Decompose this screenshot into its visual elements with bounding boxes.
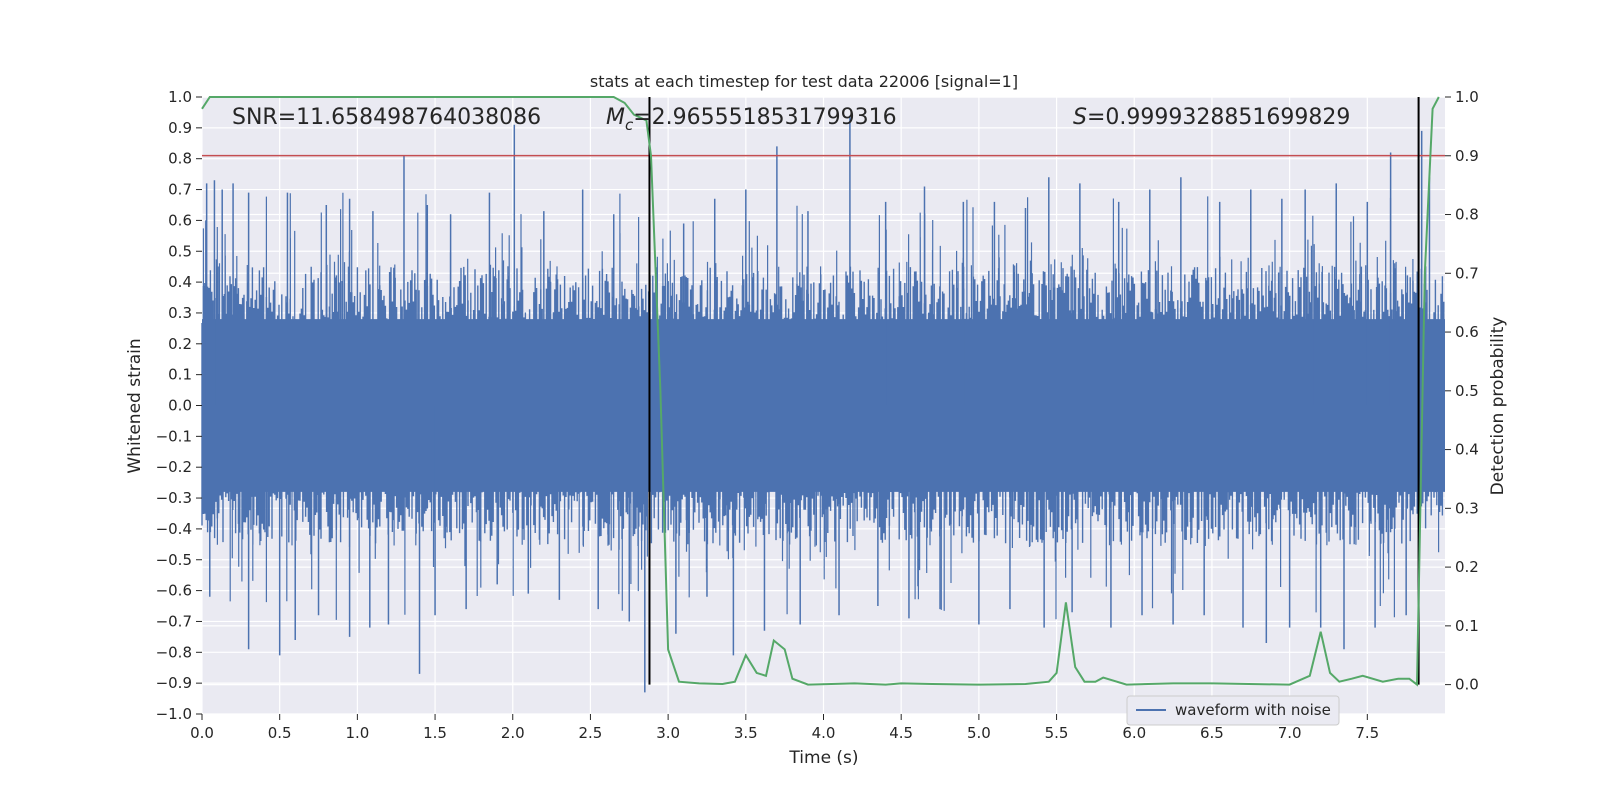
x-tick-label: 3.0 [656,724,680,742]
x-tick-label: 5.5 [1045,724,1069,742]
left-tick-label: 0.3 [168,304,192,322]
s-symbol: S [1073,105,1087,130]
x-tick-label: 5.0 [967,724,991,742]
right-y-axis: 0.0 0.1 0.2 0.3 0.4 0.5 0.6 0.7 0.8 0.9 1.0 [1445,88,1479,694]
left-tick-label: −1.0 [156,705,192,723]
x-tick-label: 7.0 [1278,724,1302,742]
right-tick-label: 0.4 [1455,441,1479,459]
mc-annotation: Mc=2.9655518531799316 [606,105,897,134]
right-tick-label: 0.0 [1455,676,1479,694]
chart-title: stats at each timestep for test data 220… [590,72,1018,91]
left-tick-label: 0.9 [168,119,192,137]
left-tick-label: 0.1 [168,366,192,384]
legend-entry: waveform with noise [1175,701,1331,719]
left-y-axis-title: Whitened strain [125,338,145,473]
x-tick-label: 2.0 [501,724,525,742]
right-tick-label: 0.9 [1455,147,1479,165]
right-tick-label: 0.6 [1455,323,1479,341]
left-tick-label: −0.9 [156,674,192,692]
left-y-axis: −1.0 −0.9 −0.8 −0.7 −0.6 −0.5 −0.4 −0.3 −0.2 −0.1… [156,88,202,723]
probability-line [201,96,1440,687]
right-tick-label: 0.8 [1455,206,1479,224]
x-tick-label: 0.5 [268,724,292,742]
x-tick-label: 6.0 [1122,724,1146,742]
left-tick-label: 0.7 [168,181,192,199]
x-axis: 0.0 0.5 1.0 1.5 2.0 2.5 3.0 3.5 4.0 4.5 5.0 5.5 6.0 6… [190,714,1379,742]
x-tick-label: 2.5 [579,724,603,742]
waveform-series [201,115,1445,693]
waveform-spikes [202,192,1440,620]
right-tick-label: 0.1 [1455,617,1479,635]
x-tick-label: 7.5 [1355,724,1379,742]
left-tick-label: −0.7 [156,612,192,630]
right-tick-label: 0.7 [1455,264,1479,282]
left-tick-label: 0.5 [168,242,192,260]
right-tick-label: 0.3 [1455,499,1479,517]
x-tick-label: 6.5 [1200,724,1224,742]
s-annotation: S=0.9999328851699829 [1073,105,1350,130]
detection-probability-series [201,96,1440,687]
right-tick-label: 1.0 [1455,88,1479,106]
left-tick-label: 0.8 [168,150,192,168]
left-tick-label: −0.8 [156,643,192,661]
x-tick-label: 1.5 [423,724,447,742]
right-tick-label: 0.5 [1455,382,1479,400]
left-tick-label: −0.2 [156,458,192,476]
x-tick-label: 1.0 [345,724,369,742]
x-tick-label: 0.0 [190,724,214,742]
mc-subscript: c [625,116,634,134]
x-tick-label: 4.5 [889,724,913,742]
left-tick-label: −0.4 [156,520,192,538]
legend-box [1126,695,1340,726]
left-tick-label: −0.5 [156,551,192,569]
left-tick-label: 0.0 [168,397,192,415]
left-tick-label: −0.6 [156,582,192,600]
s-value: =0.9999328851699829 [1087,105,1350,130]
mc-value: =2.9655518531799316 [633,105,896,130]
left-tick-label: −0.1 [156,427,192,445]
mc-symbol: M [606,105,625,130]
left-tick-label: 0.2 [168,335,192,353]
legend: waveform with noise [1126,695,1340,726]
waveform-core [202,319,1445,492]
x-tick-label: 3.5 [734,724,758,742]
right-tick-label: 0.2 [1455,558,1479,576]
left-tick-label: 0.6 [168,211,192,229]
x-tick-label: 4.0 [812,724,836,742]
snr-annotation: SNR=11.658498764038086 [232,105,541,130]
left-tick-label: 1.0 [168,88,192,106]
left-tick-label: −0.3 [156,489,192,507]
x-axis-title: Time (s) [788,748,858,768]
left-tick-label: 0.4 [168,273,192,291]
right-y-axis-title: Detection probability [1488,317,1508,496]
